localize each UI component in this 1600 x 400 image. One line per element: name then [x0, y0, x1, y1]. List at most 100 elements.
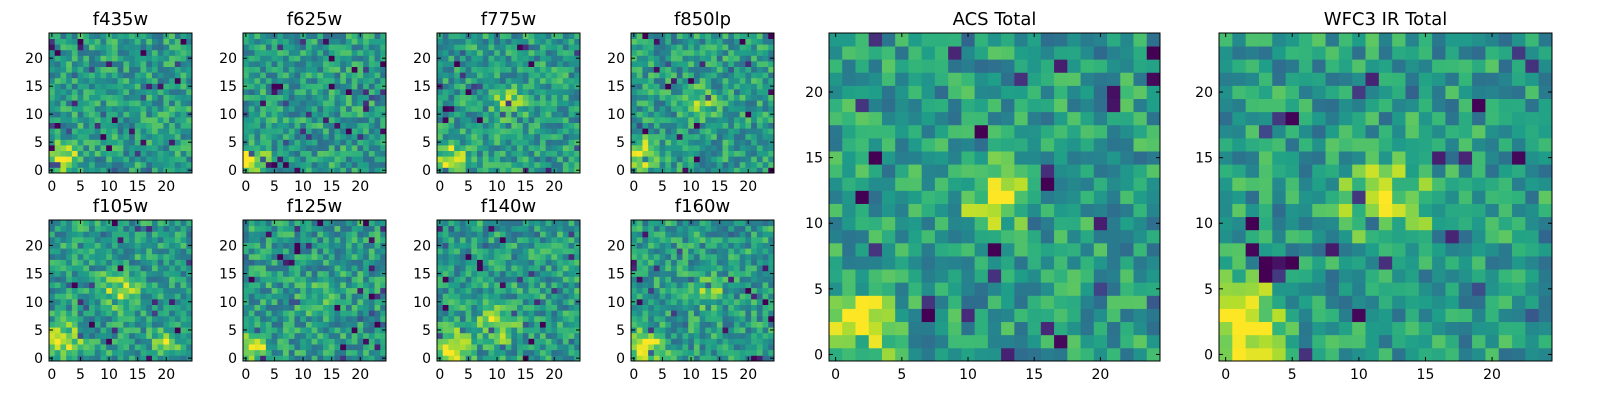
heatmap-cell [248, 55, 255, 62]
heatmap-cell [363, 55, 370, 62]
heatmap-cell [363, 355, 370, 362]
heatmap-cell [265, 293, 272, 300]
heatmap-cell [471, 236, 478, 243]
heatmap-cell [562, 248, 569, 255]
heatmap-cell [642, 111, 649, 118]
heatmap-cell [123, 355, 130, 362]
heatmap-cell [83, 156, 90, 163]
heatmap-cell [482, 117, 489, 123]
heatmap-cell [357, 259, 364, 266]
heatmap-cell [482, 349, 489, 356]
heatmap-cell [294, 276, 301, 283]
heatmap-cell [442, 61, 449, 67]
heatmap-cell [288, 66, 295, 73]
heatmap-cell [733, 145, 741, 151]
heatmap-cell [557, 332, 564, 339]
heatmap-cell [117, 293, 124, 300]
heatmap-cell [528, 248, 535, 255]
heatmap-cell [756, 55, 763, 62]
heatmap-cell [374, 349, 381, 356]
heatmap-cell [123, 38, 130, 45]
heatmap-cell [751, 111, 758, 118]
heatmap-cell [186, 122, 193, 129]
heatmap-cell [49, 344, 56, 351]
heatmap-cell [54, 128, 61, 135]
heatmap-cell [106, 100, 113, 107]
heatmap-cell [334, 327, 341, 334]
heatmap-cell [83, 77, 90, 84]
heatmap-cell [146, 55, 153, 62]
heatmap-cell [551, 259, 558, 266]
heatmap-cell [557, 139, 564, 146]
heatmap-cell [688, 282, 695, 289]
heatmap-cell [71, 44, 78, 51]
heatmap-cell [751, 38, 758, 45]
heatmap-cell [363, 276, 370, 283]
heatmap-cell [334, 167, 341, 174]
heatmap-cell [71, 100, 78, 107]
heatmap-cell [471, 231, 478, 238]
heatmap-cell [459, 72, 466, 79]
heatmap-cell [653, 315, 660, 322]
heatmap-cell [123, 156, 130, 163]
heatmap-cell [454, 225, 461, 232]
heatmap-cell [448, 38, 455, 45]
heatmap-cell [174, 315, 181, 322]
heatmap-cell [174, 128, 181, 135]
y-tick-label: 20 [607, 51, 625, 67]
heatmap-cell [545, 38, 552, 45]
heatmap-cell [534, 55, 541, 62]
heatmap-cell [288, 293, 295, 300]
heatmap-cell [499, 44, 507, 51]
heatmap-cell [562, 298, 569, 305]
heatmap-cell [89, 248, 96, 255]
heatmap-cell [117, 253, 124, 260]
heatmap-cell [368, 117, 375, 123]
heatmap-cell [768, 321, 775, 328]
heatmap-cell [271, 321, 278, 328]
heatmap-cell [528, 77, 535, 84]
heatmap-cell [551, 66, 558, 73]
heatmap-cell [60, 355, 67, 362]
heatmap-cell [539, 259, 547, 266]
heatmap-cell [174, 66, 181, 73]
heatmap-cell [317, 349, 324, 356]
heatmap-cell [305, 167, 313, 174]
heatmap-cell [71, 83, 78, 90]
heatmap-cell [653, 145, 660, 151]
heatmap-cell [631, 150, 638, 157]
heatmap-cell [380, 128, 387, 135]
heatmap-cell [71, 139, 78, 146]
heatmap-cell [66, 242, 73, 249]
heatmap-cell [283, 117, 290, 123]
heatmap-cell [254, 231, 261, 238]
heatmap-cell [437, 293, 444, 300]
heatmap-cell [89, 150, 96, 157]
heatmap-cell [534, 282, 541, 289]
heatmap-cell [328, 259, 335, 266]
heatmap-cell [106, 344, 113, 351]
heatmap-cell [705, 133, 712, 140]
heatmap-cell [254, 38, 261, 45]
heatmap-cell [551, 349, 558, 356]
heatmap-cell [488, 304, 495, 311]
heatmap-cell [77, 242, 84, 249]
heatmap-cell [488, 122, 495, 129]
heatmap-cell [722, 49, 729, 56]
heatmap-cell [288, 276, 295, 283]
heatmap-cell [283, 287, 290, 294]
heatmap-cell [351, 242, 358, 249]
heatmap-cell [49, 259, 56, 266]
heatmap-cell [77, 161, 84, 168]
heatmap-cell [89, 139, 96, 146]
heatmap-cell [94, 161, 101, 168]
heatmap-cell [636, 83, 643, 90]
heatmap-cell [693, 66, 701, 73]
heatmap-cell [54, 100, 61, 107]
heatmap-cell [300, 55, 307, 62]
heatmap-cell [728, 128, 735, 135]
heatmap-cell [482, 242, 489, 249]
heatmap-cell [260, 344, 267, 351]
heatmap-cell [277, 310, 284, 317]
heatmap-cell [151, 128, 159, 135]
